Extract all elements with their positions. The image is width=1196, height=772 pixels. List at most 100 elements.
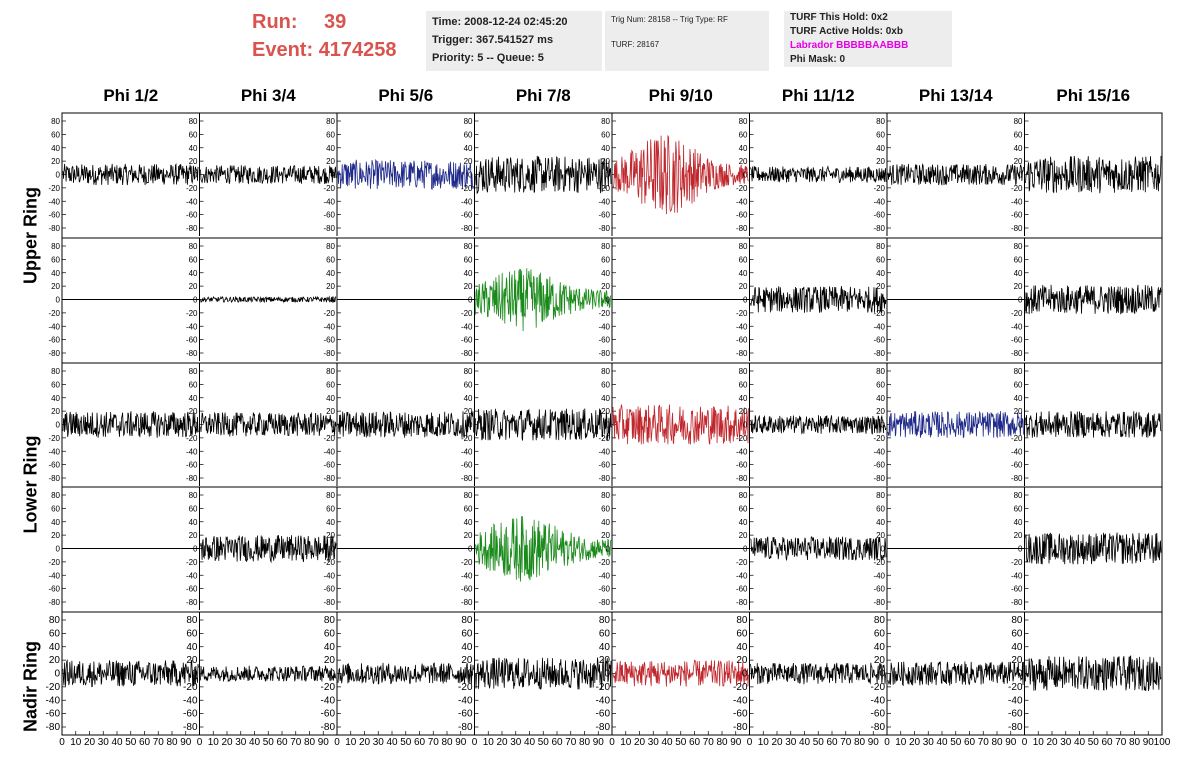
- y-tick-label: 80: [326, 242, 335, 251]
- y-tick-label: 20: [736, 655, 748, 666]
- y-tick-label: -40: [46, 695, 61, 706]
- y-tick-label: 20: [1014, 157, 1023, 166]
- x-tick-label: 20: [221, 737, 233, 748]
- y-tick-label: 60: [326, 380, 335, 389]
- y-tick-label: -40: [1011, 322, 1023, 331]
- y-tick-label: 40: [1014, 269, 1023, 278]
- y-tick-label: 80: [1014, 117, 1023, 126]
- y-tick-label: -60: [736, 336, 748, 345]
- y-tick-label: 80: [189, 367, 198, 376]
- y-tick-label: 0: [743, 296, 748, 305]
- y-tick-label: -80: [736, 474, 748, 483]
- y-tick-label: -40: [598, 447, 610, 456]
- panel-r2-c6: 80 60 40 20 0 -20 -40 -60 -80: [736, 242, 887, 358]
- y-tick-label: 80: [326, 491, 335, 500]
- y-tick-label: -40: [598, 197, 610, 206]
- y-tick-label: -40: [48, 447, 60, 456]
- panel-r1-c3: 80 60 40 20 0 -20 -40 -60 -80: [323, 117, 474, 233]
- x-tick-label: 20: [496, 737, 508, 748]
- panel-r3-c1: 80 60 40 20 0 -20 -40 -60 -80: [48, 367, 199, 483]
- labrador-text: Labrador BBBBBAABBB: [790, 40, 909, 51]
- panel-r5-c3: 80 60 40 20 0 -20 -40 -60 -80: [321, 615, 474, 733]
- y-tick-label: 40: [601, 394, 610, 403]
- y-tick-label: 40: [49, 642, 61, 653]
- waveform-trace: [612, 659, 749, 687]
- x-tick-label: 30: [510, 737, 522, 748]
- y-tick-label: -40: [871, 695, 886, 706]
- y-tick-label: 40: [189, 394, 198, 403]
- y-tick-label: 60: [874, 628, 886, 639]
- y-tick-label: -80: [1011, 474, 1023, 483]
- y-tick-label: -80: [186, 349, 198, 358]
- y-tick-label: -20: [598, 434, 610, 443]
- y-tick-label: 80: [464, 117, 473, 126]
- x-tick-label: 60: [139, 737, 151, 748]
- y-tick-label: 60: [326, 255, 335, 264]
- x-tick-label: 90: [318, 737, 330, 748]
- y-tick-label: -80: [461, 349, 473, 358]
- y-tick-label: -40: [186, 447, 198, 456]
- y-tick-label: -80: [183, 722, 198, 733]
- y-tick-label: 80: [51, 117, 60, 126]
- y-tick-label: -40: [183, 695, 198, 706]
- y-tick-label: -20: [321, 682, 336, 693]
- y-tick-label: -60: [596, 709, 611, 720]
- waveform-trace: [200, 535, 337, 564]
- y-tick-label: 0: [331, 296, 336, 305]
- x-tick-label: 50: [400, 737, 412, 748]
- y-tick-label: 20: [601, 407, 610, 416]
- waveform-trace: [750, 536, 887, 561]
- y-tick-label: -40: [736, 447, 748, 456]
- y-tick-label: 0: [193, 421, 198, 430]
- y-tick-label: 40: [51, 269, 60, 278]
- y-tick-label: -60: [598, 336, 610, 345]
- y-tick-label: 0: [881, 421, 886, 430]
- y-tick-label: 0: [879, 669, 885, 680]
- y-tick-label: -20: [323, 184, 335, 193]
- y-tick-label: 0: [467, 669, 473, 680]
- waveform-trace: [1025, 284, 1162, 315]
- phi-mask-text: Phi Mask: 0: [790, 54, 846, 65]
- y-tick-label: 40: [464, 518, 473, 527]
- x-tick-label: 50: [675, 737, 687, 748]
- panel-r3-c7: 80 60 40 20 0 -20 -40 -60 -80: [873, 367, 1024, 483]
- panel-r5-c6: 80 60 40 20 0 -20 -40 -60 -80: [733, 615, 887, 733]
- x-tick-label: 30: [235, 737, 247, 748]
- x-tick-label: 70: [840, 737, 852, 748]
- x-tick-label: 10: [70, 737, 82, 748]
- y-tick-label: 0: [331, 171, 336, 180]
- y-tick-label: 40: [1014, 518, 1023, 527]
- y-tick-label: 60: [601, 130, 610, 139]
- x-tick-label: 10: [208, 737, 220, 748]
- y-tick-label: -80: [598, 474, 610, 483]
- y-tick-label: 60: [601, 255, 610, 264]
- y-tick-label: 20: [326, 282, 335, 291]
- y-tick-label: 60: [186, 628, 198, 639]
- y-tick-label: -20: [186, 434, 198, 443]
- y-tick-label: 40: [1011, 642, 1023, 653]
- y-tick-label: 80: [876, 242, 885, 251]
- y-tick-label: 0: [56, 545, 61, 554]
- x-tick-label: 90: [868, 737, 880, 748]
- y-tick-label: -80: [871, 722, 886, 733]
- y-tick-label: 20: [1014, 531, 1023, 540]
- waveform-trace: [475, 155, 612, 195]
- waveform-trace: [750, 662, 887, 685]
- x-tick-label: 40: [936, 737, 948, 748]
- y-tick-label: -40: [596, 695, 611, 706]
- x-tick-label: 0: [334, 737, 340, 748]
- x-tick-label: 20: [359, 737, 371, 748]
- x-tick-label: 40: [249, 737, 261, 748]
- y-tick-label: -40: [323, 571, 335, 580]
- x-tick-label: 20: [84, 737, 96, 748]
- y-tick-label: -80: [736, 598, 748, 607]
- y-tick-label: -60: [736, 211, 748, 220]
- y-tick-label: 20: [874, 655, 886, 666]
- y-tick-label: 0: [468, 171, 473, 180]
- x-tick-label: 20: [771, 737, 783, 748]
- y-tick-label: -60: [186, 461, 198, 470]
- column-header-7: Phi 13/14: [918, 86, 993, 105]
- y-tick-label: 60: [51, 130, 60, 139]
- y-tick-label: 80: [601, 491, 610, 500]
- y-tick-label: -80: [1008, 722, 1023, 733]
